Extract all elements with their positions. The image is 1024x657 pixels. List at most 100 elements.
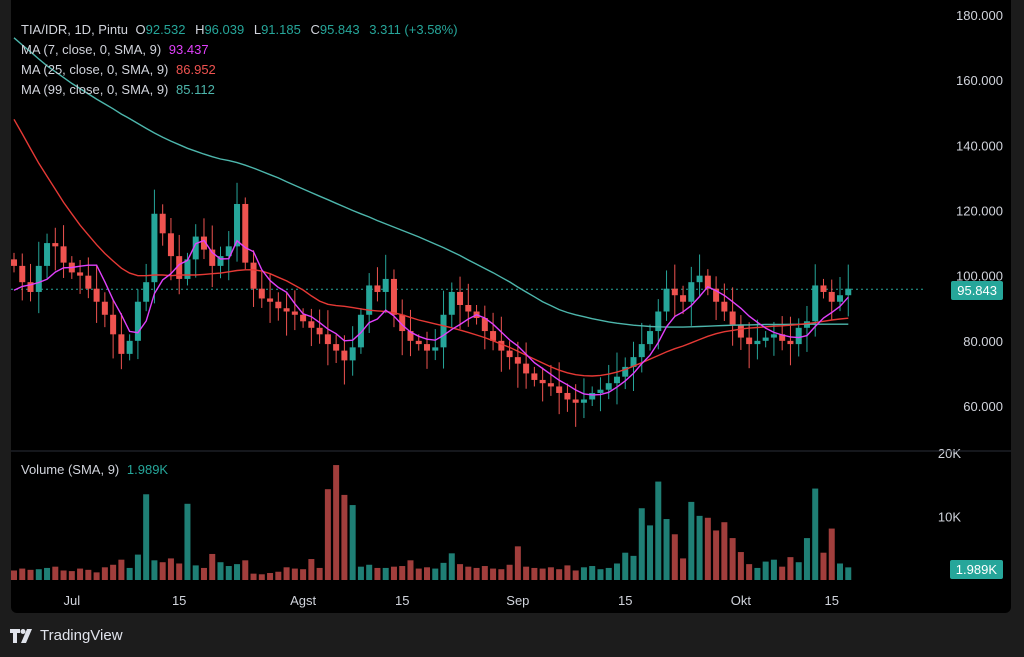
candle-body — [77, 272, 84, 276]
time-tick-label: Jul — [64, 593, 81, 608]
time-tick-label: Agst — [290, 593, 316, 608]
candle-body — [176, 256, 183, 279]
candle-body — [613, 376, 620, 384]
candle-body — [101, 301, 108, 315]
time-tick-label: Sep — [506, 593, 529, 608]
candle-body — [60, 246, 67, 263]
price-tick-label: 60.000 — [963, 399, 1003, 414]
ma7-legend[interactable]: MA (7, close, 0, SMA, 9) 93.437 — [21, 42, 213, 58]
volume-bar — [572, 570, 579, 580]
ma7-label: MA (7, close, 0, SMA, 9) — [21, 42, 162, 57]
brand-name: TradingView — [40, 627, 123, 644]
time-tick-label: 15 — [395, 593, 409, 608]
time-tick-label: 15 — [172, 593, 186, 608]
candle-body — [572, 399, 579, 403]
volume-bar — [209, 553, 216, 580]
candle-body — [308, 321, 315, 328]
symbol-label[interactable]: TIA/IDR, 1D, Pintu — [21, 22, 128, 37]
price-tick-label: 120.000 — [956, 204, 1003, 219]
candle-body — [217, 256, 224, 266]
volume-bar — [143, 494, 150, 580]
candle-body — [737, 324, 744, 338]
volume-bar — [159, 562, 166, 580]
candle-body — [490, 331, 497, 341]
volume-bar — [184, 503, 191, 580]
volume-bar — [729, 538, 736, 580]
candle-body — [126, 340, 133, 354]
volume-bar — [167, 558, 174, 580]
ohlc-legend: TIA/IDR, 1D, Pintu O92.532 H96.039 L91.1… — [21, 22, 462, 38]
candle-body — [432, 347, 439, 351]
ma99-legend[interactable]: MA (99, close, 0, SMA, 9) 85.112 — [21, 82, 219, 98]
candle-body — [234, 203, 241, 247]
candle-body — [93, 288, 100, 302]
volume-bar — [291, 568, 298, 580]
ma7-line — [13, 239, 849, 396]
candle-body — [349, 347, 356, 361]
volume-bar — [60, 570, 67, 580]
volume-bar — [374, 567, 381, 580]
tradingview-logo[interactable]: TradingView — [10, 627, 123, 644]
candle-body — [498, 340, 505, 351]
candle-body — [300, 314, 307, 322]
ma25-value: 86.952 — [176, 62, 216, 77]
volume-bar — [737, 552, 744, 580]
volume-bar — [523, 566, 530, 580]
chart-frame: 180.000 160.000 140.000 120.000 100.000 80.00… — [11, 0, 1011, 613]
volume-bar — [52, 566, 59, 580]
volume-bar — [845, 567, 852, 580]
volume-bar — [283, 567, 290, 580]
candle-body — [27, 282, 34, 292]
candle-body — [407, 331, 414, 341]
price-tick-label: 80.000 — [963, 334, 1003, 349]
candle-body — [390, 278, 397, 315]
high-value: 96.039 — [204, 22, 245, 37]
candle-body — [258, 288, 265, 299]
ma99-label: MA (99, close, 0, SMA, 9) — [21, 82, 169, 97]
volume-bar — [762, 561, 769, 580]
volume-bar — [118, 559, 125, 580]
ma99-line — [13, 37, 849, 328]
candle-body — [671, 288, 678, 296]
ma25-legend[interactable]: MA (25, close, 0, SMA, 9) 86.952 — [21, 62, 220, 78]
volume-tick-label: 10K — [938, 510, 961, 525]
volume-bar — [589, 566, 596, 580]
change-value: 3.311 (+3.58%) — [369, 22, 458, 37]
candle-body — [688, 282, 695, 302]
volume-bar — [234, 564, 241, 580]
volume-bar — [746, 564, 753, 580]
volume-bar — [126, 567, 133, 580]
volume-bar — [324, 489, 331, 580]
candle-body — [597, 389, 604, 393]
chart-canvas[interactable]: 180.000 160.000 140.000 120.000 100.000 80.00… — [11, 0, 1011, 613]
candle-body — [754, 340, 761, 345]
volume-bar — [498, 569, 505, 580]
candle-body — [622, 366, 629, 377]
volume-bar — [366, 564, 373, 580]
candle-body — [605, 383, 612, 390]
candle-body — [539, 379, 546, 384]
candle-body — [52, 243, 59, 247]
candle-body — [514, 357, 521, 364]
candle-body — [44, 243, 51, 266]
volume-bar — [721, 522, 728, 580]
candle-body — [812, 285, 819, 322]
candle-body — [382, 278, 389, 292]
volume-bar — [242, 560, 249, 580]
volume-bar — [382, 567, 389, 580]
last-price-tag: 95.843 — [951, 281, 1003, 300]
volume-bar — [300, 569, 307, 580]
candle-body — [721, 301, 728, 312]
volume-legend[interactable]: Volume (SMA, 9) 1.989K — [21, 462, 172, 478]
volume-bar — [465, 566, 472, 580]
candle-body — [663, 288, 670, 312]
candle-body — [564, 392, 571, 400]
time-tick-label: Okt — [731, 593, 752, 608]
volume-bar — [250, 573, 257, 580]
volume-bar — [424, 567, 430, 580]
volume-bar — [225, 566, 232, 580]
candle-body — [333, 344, 340, 351]
candle-body — [324, 334, 331, 345]
candle-body — [399, 314, 406, 332]
volume-sma-tag: 1.989K — [949, 560, 1003, 579]
